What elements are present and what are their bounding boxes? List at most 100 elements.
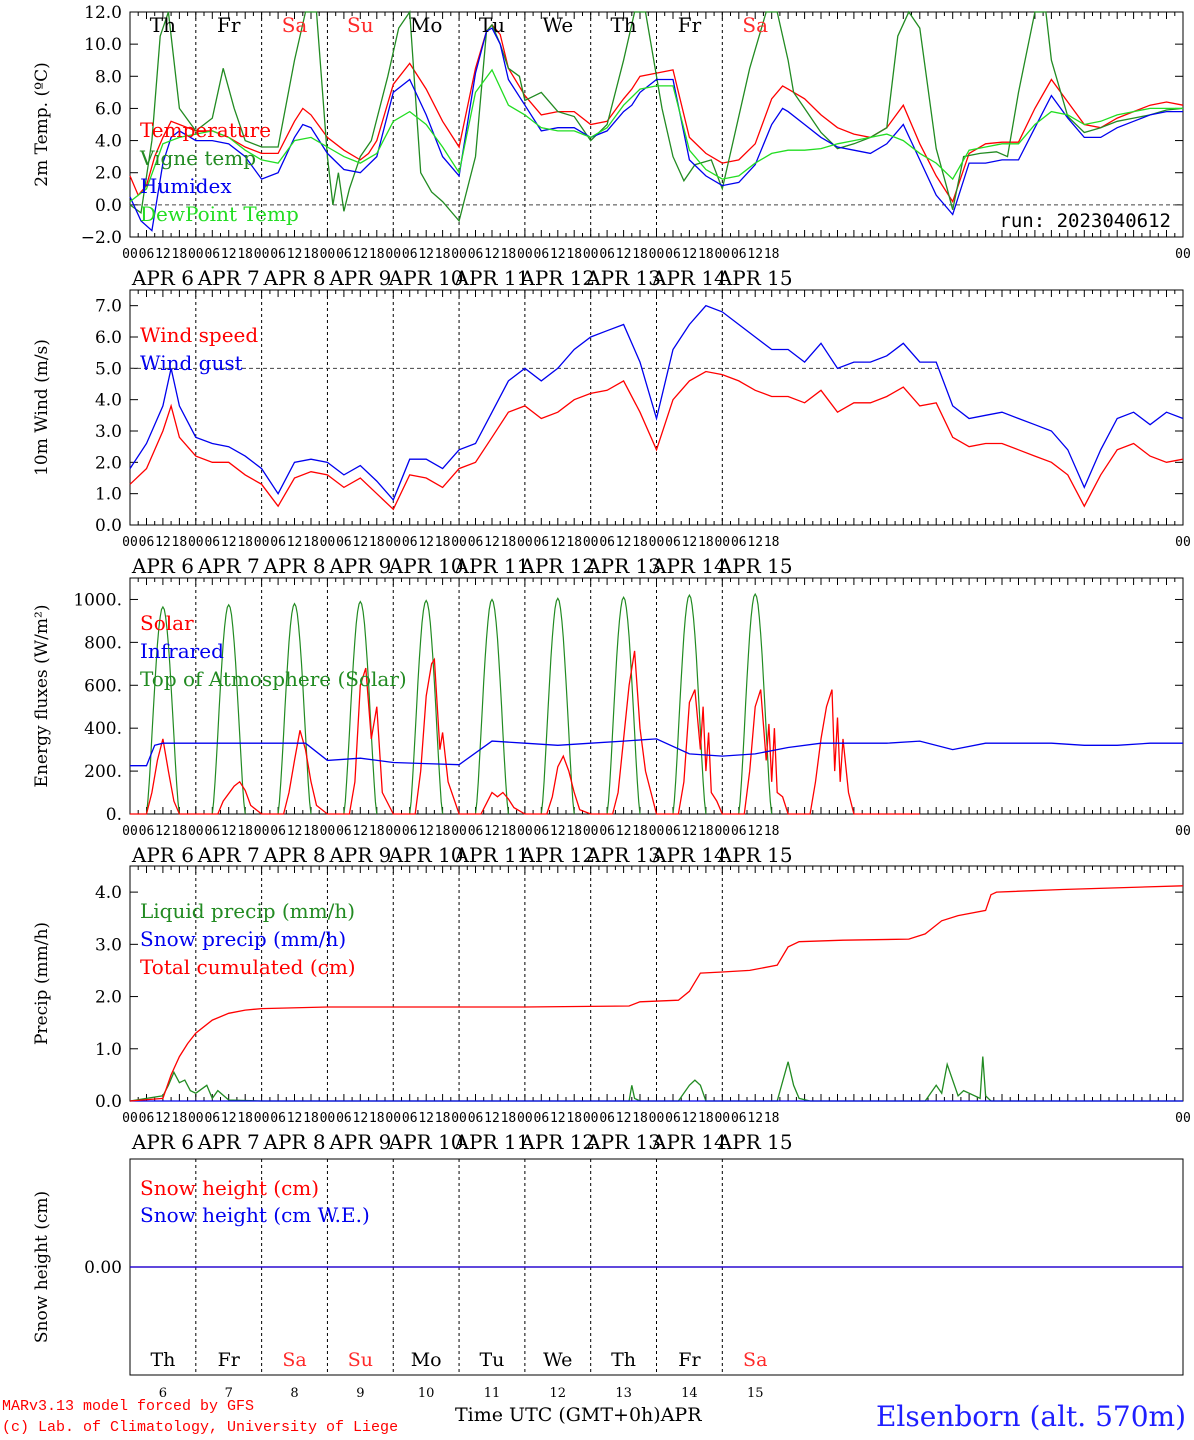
y-tick-label-3-4: 4.0 <box>95 883 122 903</box>
series-line-0-3 <box>129 68 1183 203</box>
series-line-2-0 <box>130 650 920 815</box>
legend-entry-2-0: Solar <box>140 611 194 635</box>
hour-label-2-6-2: 12 <box>550 824 566 839</box>
y-tick-label-3-2: 2.0 <box>95 988 122 1008</box>
y-tick-label-2-2: 400. <box>84 719 122 739</box>
hour-label-3-5-1: 06 <box>468 1111 484 1126</box>
date-label-3-4: APR 10 <box>388 1130 464 1154</box>
day-number-5: 11 <box>484 1386 501 1400</box>
hour-label-2-0-1: 06 <box>139 824 155 839</box>
hour-label-1-4-0: 00 <box>385 535 401 550</box>
legend-entry-2-2: Top of Atmosphere (Solar) <box>140 667 407 691</box>
date-label-1-5: APR 11 <box>454 554 530 578</box>
date-label-0-2: APR 8 <box>263 266 326 290</box>
weekday-top-8: Fr <box>678 13 702 37</box>
hour-label-3-1-1: 06 <box>204 1111 220 1126</box>
hour-label-3-0-3: 18 <box>172 1111 188 1126</box>
y-tick-label-0-2: 2.0 <box>95 164 122 184</box>
hour-label-2-9-2: 12 <box>747 824 763 839</box>
legend-entry-4-1: Snow height (cm W.E.) <box>140 1203 370 1227</box>
hour-label-0-7-0: 00 <box>583 247 599 262</box>
hour-ticks-2 <box>129 578 1184 814</box>
hour-label-0-2-0: 00 <box>254 247 270 262</box>
hour-label-3-6-1: 06 <box>534 1111 550 1126</box>
series-line-0-0 <box>129 23 1184 204</box>
hour-label-1-9-3: 18 <box>764 535 780 550</box>
hour-label-0-9-0: 00 <box>714 247 730 262</box>
hour-label-1-2-0: 00 <box>254 535 270 550</box>
y-tick-label-2-1: 200. <box>84 762 122 782</box>
y-tick-label-1-3: 3.0 <box>95 422 122 442</box>
hour-label-3-0-2: 12 <box>155 1111 171 1126</box>
hour-label-0-3-2: 12 <box>353 247 369 262</box>
weekday-bottom-3: Su <box>348 1349 373 1371</box>
hour-label-3-0-1: 06 <box>139 1111 155 1126</box>
hour-label-2-7-3: 18 <box>632 824 648 839</box>
hour-label-0-0-1: 06 <box>139 247 155 262</box>
hour-label-0-0-0: 00 <box>122 247 138 262</box>
hour-label-0-7-1: 06 <box>599 247 615 262</box>
hour-label-2-0-3: 18 <box>172 824 188 839</box>
date-label-0-7: APR 13 <box>585 266 661 290</box>
hour-label-1-1-2: 12 <box>221 535 237 550</box>
hour-label-1-5-3: 18 <box>501 535 517 550</box>
credit-line-lab: (c) Lab. of Climatology, University of L… <box>2 1419 399 1436</box>
legend-entry-0-1: Vigne temp <box>139 146 256 170</box>
meteogram: −2.0 0.0 2.0 4.0 6.0 8.0 10.0 12.0 2m Temp. (ºC)… <box>32 3 1191 1400</box>
y-tick-label-0-1: 0.0 <box>95 196 122 216</box>
hour-label-0-1-1: 06 <box>204 247 220 262</box>
hour-label-3-9-2: 12 <box>747 1111 763 1126</box>
day-number-9: 15 <box>747 1386 764 1400</box>
weekday-bottom-0: Th <box>150 1349 175 1371</box>
day-number-8: 14 <box>681 1386 698 1400</box>
date-label-0-3: APR 9 <box>328 266 391 290</box>
hour-label-3-2-0: 00 <box>254 1111 270 1126</box>
day-number-3: 9 <box>356 1386 364 1400</box>
series-line-1-1 <box>129 304 1184 502</box>
hour-label-2-4-1: 06 <box>402 824 418 839</box>
date-label-2-0: APR 6 <box>131 843 194 867</box>
hour-label-1-8-1: 06 <box>665 535 681 550</box>
hour-label-2-6-3: 18 <box>566 824 582 839</box>
date-label-0-0: APR 6 <box>131 266 194 290</box>
hour-label-3-6-2: 12 <box>550 1111 566 1126</box>
hour-label-3-2-2: 12 <box>287 1111 303 1126</box>
y-tick-label-2-5: 1000. <box>73 590 122 610</box>
day-number-1: 7 <box>225 1386 233 1400</box>
station-name: Elsenborn (alt. 570m) <box>875 1400 1186 1433</box>
date-label-3-2: APR 8 <box>263 1130 326 1154</box>
y-tick-label-0-6: 10.0 <box>84 35 122 55</box>
y-tick-label-1-1: 1.0 <box>95 485 122 505</box>
hour-label-0-6-3: 18 <box>566 247 582 262</box>
weekday-top-2: Sa <box>282 13 308 37</box>
hour-label-2-2-2: 12 <box>287 824 303 839</box>
hour-label-2-1-1: 06 <box>204 824 220 839</box>
date-label-1-1: APR 7 <box>197 554 260 578</box>
hour-label-0-3-1: 06 <box>336 247 352 262</box>
credit-line-model: MARv3.13 model forced by GFS <box>2 1398 255 1415</box>
date-label-3-8: APR 14 <box>651 1130 727 1154</box>
weekday-top-4: Mo <box>410 13 443 37</box>
date-label-2-5: APR 11 <box>454 843 530 867</box>
hour-label-1-6-3: 18 <box>566 535 582 550</box>
hour-label-3-3-1: 06 <box>336 1111 352 1126</box>
hour-label-2-2-1: 06 <box>270 824 286 839</box>
hour-label-0-5-2: 12 <box>484 247 500 262</box>
y-tick-label-2-3: 600. <box>84 676 122 696</box>
y-axis-label-0: 2m Temp. (ºC) <box>32 62 52 187</box>
date-label-2-4: APR 10 <box>388 843 464 867</box>
hour-ticks-3 <box>129 866 1184 1101</box>
weekday-top-6: We <box>542 13 573 37</box>
hour-label-0-4-0: 00 <box>385 247 401 262</box>
hour-label-0-9-1: 06 <box>731 247 747 262</box>
hour-label-1-6-0: 00 <box>517 535 533 550</box>
day-number-7: 13 <box>615 1386 632 1400</box>
hour-label-3-6-0: 00 <box>517 1111 533 1126</box>
hour-label-3-2-3: 18 <box>303 1111 319 1126</box>
date-label-3-3: APR 9 <box>328 1130 391 1154</box>
hour-label-3-7-1: 06 <box>599 1111 615 1126</box>
hour-label-2-8-1: 06 <box>665 824 681 839</box>
series-toa-solar-day-8 <box>277 602 312 815</box>
y-tick-label-3-3: 3.0 <box>95 935 122 955</box>
hour-label-0-6-0: 00 <box>517 247 533 262</box>
